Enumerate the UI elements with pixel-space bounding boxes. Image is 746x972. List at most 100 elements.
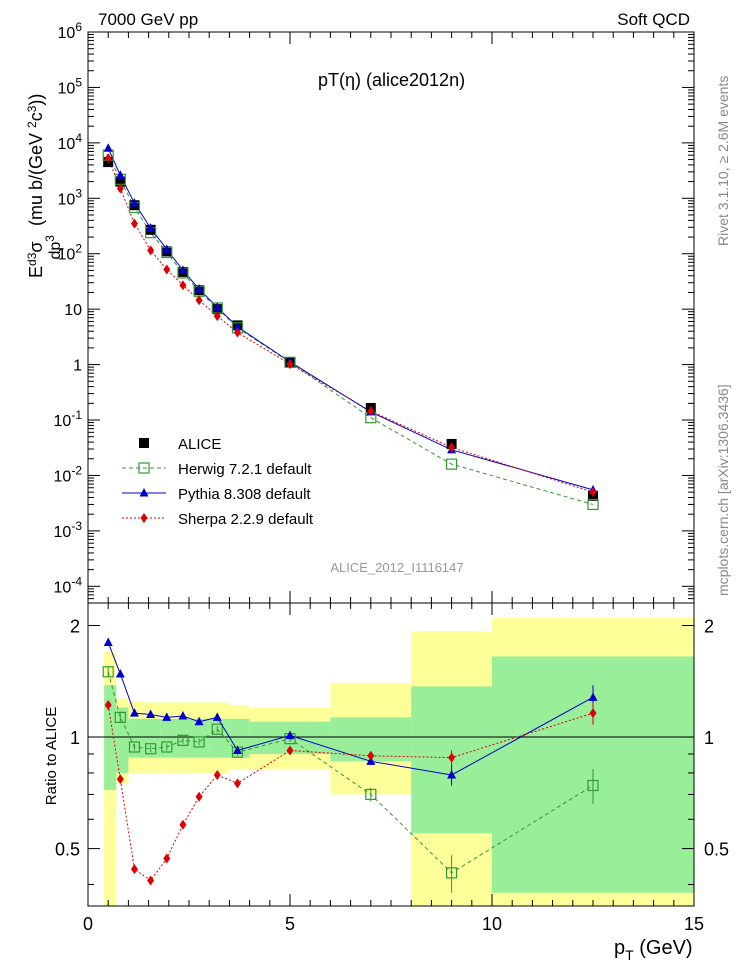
main-title: pT(η) (alice2012n) (318, 70, 465, 90)
main-y-axis-title: Ed3σdp3 (mu b/(GeV 2c3)) (25, 94, 64, 278)
stat-uncertainty-band (144, 718, 161, 758)
ratio-point-1 (588, 692, 598, 701)
y-tick-label: 103 (58, 186, 83, 208)
data-point-3 (116, 183, 124, 194)
ratio-point-2 (286, 745, 294, 756)
ratio-point-0 (193, 736, 205, 748)
legend-marker (138, 462, 150, 474)
ratio-point-2 (213, 769, 221, 780)
ratio-point-2 (116, 774, 124, 785)
y-tick-label: 104 (58, 131, 83, 153)
ratio-point-2 (163, 853, 171, 864)
ratio-y-tick-label: 0.5 (55, 840, 80, 860)
ratio-point-2 (130, 864, 138, 875)
data-point-2 (129, 198, 139, 207)
data-point-1 (587, 498, 599, 511)
ratio-point-1 (129, 708, 139, 717)
y-tick-label: 1 (73, 358, 82, 375)
ratio-point-1 (146, 709, 156, 719)
legend-marker (139, 438, 149, 448)
data-point-2 (178, 265, 188, 274)
y-tick-label: 106 (58, 20, 83, 42)
side-label-bottom: mcplots.cern.ch [arXiv:1306.3436] (715, 384, 731, 596)
data-point-2 (103, 143, 113, 152)
data-point-2 (146, 223, 156, 232)
ratio-point-2 (147, 875, 155, 886)
y-tick-label: 10-4 (54, 574, 83, 596)
ratio-y-tick-label-right: 1 (704, 728, 714, 748)
data-point-3 (367, 406, 375, 417)
stat-uncertainty-band (229, 718, 250, 758)
data-point-3 (147, 245, 155, 256)
ratio-point-0 (145, 743, 157, 755)
data-point-2 (162, 244, 172, 253)
ratio-y-tick-label: 2 (70, 616, 80, 636)
data-point-0 (115, 176, 126, 187)
ratio-point-1 (103, 637, 113, 646)
ratio-point-0 (587, 779, 599, 792)
ratio-point-1 (447, 769, 457, 779)
y-tick-label: 102 (58, 242, 83, 264)
ratio-point-1 (162, 712, 172, 721)
y-tick-label: 10-3 (54, 519, 83, 541)
legend-label: Sherpa 2.2.9 default (178, 511, 314, 528)
data-point-3 (233, 327, 241, 338)
stat-uncertainty-band (176, 718, 194, 758)
x-tick-label: 15 (684, 914, 704, 934)
ratio-point-2 (448, 752, 456, 763)
y-tick-label: 105 (58, 75, 83, 97)
watermark: ALICE_2012_I1116147 (330, 560, 463, 575)
data-point-3 (163, 264, 171, 275)
ratio-point-0 (177, 734, 189, 746)
data-point-3 (448, 442, 456, 453)
x-tick-label: 5 (285, 914, 295, 934)
ratio-point-0 (128, 741, 141, 753)
legend-label: Pythia 8.308 default (178, 486, 311, 503)
y-tick-label: 10-1 (54, 408, 83, 430)
ratio-point-0 (211, 723, 223, 735)
data-point-3 (130, 218, 138, 229)
x-tick-label: 0 (83, 914, 93, 934)
x-axis-title: pT (GeV) (614, 937, 693, 963)
data-point-3 (589, 487, 597, 498)
ratio-point-2 (179, 819, 187, 830)
stat-uncertainty-band (116, 707, 129, 773)
ratio-point-0 (446, 867, 458, 879)
ratio-y-tick-label: 1 (70, 728, 80, 748)
svg-text:Ed3σdp3 (mu b/(GeV 2c3)): Ed3σdp3 (mu b/(GeV 2c3)) (25, 94, 64, 278)
header-left: 7000 GeV pp (98, 10, 198, 29)
ratio-point-2 (589, 708, 597, 719)
side-label-top: Rivet 3.1.10, ≥ 2.6M events (715, 76, 731, 246)
data-point-2 (212, 302, 222, 311)
ratio-point-1 (285, 730, 295, 739)
data-point-2 (115, 170, 125, 179)
ratio-point-1 (115, 668, 125, 678)
ratio-point-0 (114, 711, 126, 723)
ratio-point-1 (178, 710, 188, 720)
legend-label: ALICE (178, 436, 221, 453)
data-point-2 (232, 321, 242, 331)
ratio-y-tick-label-right: 2 (704, 616, 714, 636)
legend-marker (139, 488, 149, 497)
data-point-3 (195, 295, 203, 306)
ratio-point-2 (367, 750, 375, 761)
y-tick-label: 10 (64, 302, 82, 319)
y-tick-label: 10-2 (54, 463, 83, 485)
stat-uncertainty-band (193, 718, 210, 758)
data-point-3 (179, 280, 187, 291)
x-tick-label: 10 (482, 914, 502, 934)
ratio-point-0 (102, 666, 114, 678)
ratio-point-0 (161, 741, 173, 753)
data-point-3 (213, 311, 221, 322)
legend-marker (140, 513, 148, 523)
ratio-y-axis-title: Ratio to ALICE (43, 707, 60, 805)
ratio-point-1 (232, 745, 242, 754)
ratio-point-0 (365, 788, 377, 801)
data-point-3 (104, 153, 112, 164)
ratio-point-2 (233, 778, 241, 789)
ratio-point-2 (195, 791, 203, 802)
ratio-point-2 (104, 700, 112, 711)
data-point-1 (446, 458, 458, 470)
ratio-point-1 (212, 712, 222, 721)
